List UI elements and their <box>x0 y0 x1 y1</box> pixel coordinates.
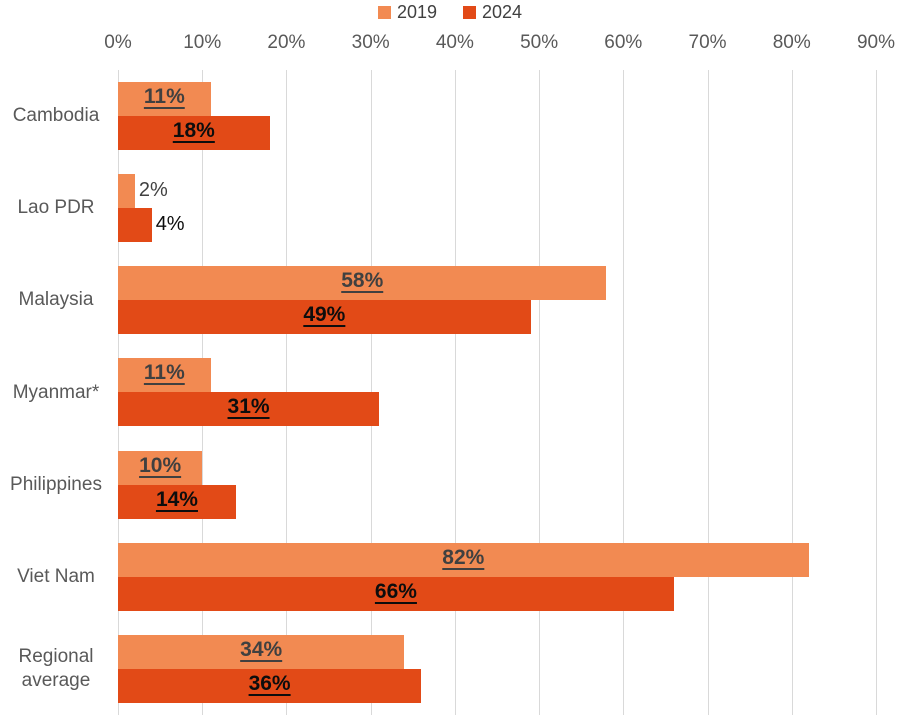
bar-value-label: 82% <box>442 545 485 569</box>
gridline <box>875 70 877 715</box>
x-tick-label: 0% <box>104 32 132 53</box>
legend-item-2024: 2024 <box>463 2 522 23</box>
bar-value-label: 10% <box>139 453 182 477</box>
category-label: Malaysia <box>18 289 94 311</box>
bar-value-label: 36% <box>248 671 291 695</box>
bar-2019-malaysia <box>118 266 607 301</box>
x-tick-label: 90% <box>856 32 895 53</box>
gridline <box>454 70 456 715</box>
bar-value-label: 4% <box>155 213 185 236</box>
bar-2024-malaysia <box>118 300 531 335</box>
bar-value-label: 11% <box>143 85 185 108</box>
bar-2024-myanmar- <box>118 392 380 427</box>
category-label: Regional average <box>18 646 94 691</box>
legend: 2019 2024 <box>0 0 900 24</box>
bar-value-label: 31% <box>227 395 270 419</box>
x-tick-label: 60% <box>604 32 643 53</box>
bar-value-label: 11% <box>143 361 185 385</box>
bar-2019-philippines <box>118 450 203 485</box>
x-tick-label: 70% <box>688 32 727 53</box>
gridline <box>707 70 709 715</box>
bar-2024-viet-nam <box>118 576 674 611</box>
bar-value-label: 2% <box>138 179 168 202</box>
bar-2019-viet-nam <box>118 542 809 577</box>
gridline <box>539 70 541 715</box>
x-tick-label: 80% <box>772 32 811 53</box>
bar-2019-regional-average <box>118 634 405 669</box>
category-label: Viet Nam <box>17 565 95 587</box>
bar-value-label: 14% <box>155 487 198 511</box>
bar-value-label: 18% <box>172 119 215 142</box>
x-tick-label: 40% <box>435 32 474 53</box>
category-label: Myanmar* <box>12 381 100 403</box>
legend-label: 2019 <box>396 1 437 22</box>
bar-2019-lao-pdr <box>118 174 135 209</box>
x-tick-label: 30% <box>351 32 390 53</box>
bar-value-label: 34% <box>240 637 283 661</box>
legend-label: 2024 <box>482 1 523 22</box>
x-tick-label: 50% <box>520 32 559 53</box>
gridline <box>791 70 793 715</box>
legend-swatch-icon <box>377 5 391 19</box>
category-label: Philippines <box>10 473 102 495</box>
bar-2019-myanmar- <box>118 358 211 393</box>
category-label: Lao PDR <box>17 197 95 219</box>
bar-2024-lao-pdr <box>118 208 152 243</box>
bar-2024-philippines <box>118 484 236 519</box>
category-label: Cambodia <box>12 105 100 127</box>
x-tick-label: 20% <box>267 32 306 53</box>
bar-value-label: 58% <box>341 269 384 293</box>
bar-2024-cambodia <box>118 116 270 150</box>
bar-2024-regional-average <box>118 668 422 703</box>
bar-value-label: 66% <box>374 579 417 603</box>
legend-item-2019: 2019 <box>377 1 437 23</box>
x-tick-label: 10% <box>183 32 222 53</box>
bar-value-label: 49% <box>303 303 346 327</box>
bar-2019-cambodia <box>118 82 211 116</box>
gridline <box>623 70 625 715</box>
legend-swatch-icon <box>463 5 476 19</box>
